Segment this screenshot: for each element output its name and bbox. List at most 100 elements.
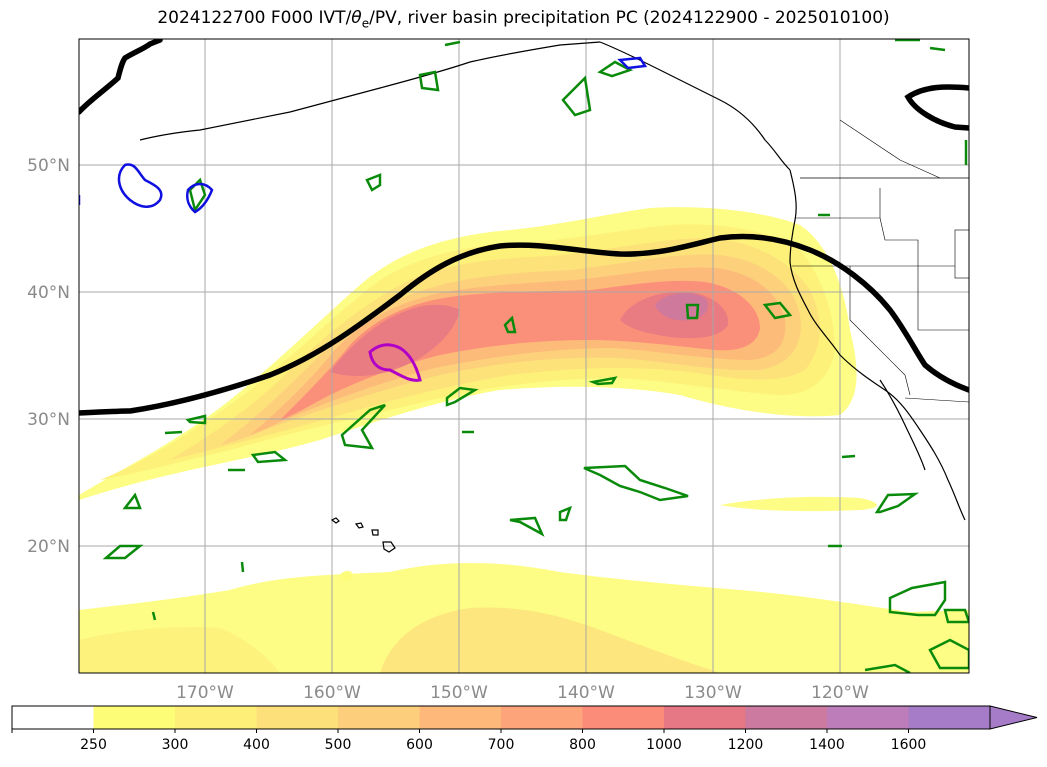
thick-contour-nw [79,39,163,115]
pv-green-21 [943,608,969,624]
colorbar-segment [419,706,502,729]
colorbar-tick-label: 700 [488,737,515,753]
pv-blue-1 [117,163,163,208]
pv-contours-green [102,39,969,673]
lon-label-150w: 150°W [430,683,488,703]
pv-blue-3 [617,56,648,70]
coast-hawaii-1 [330,517,340,524]
border-bc-ab [839,119,941,179]
coastlines [139,41,969,553]
ivt-patch-hawaii [340,570,353,581]
pv-green-14 [583,464,689,502]
pv-magenta-1 [368,343,422,382]
pv-green-13 [250,450,289,464]
pv-green-11 [588,376,618,386]
pv-contours-blue [79,56,648,214]
pv-green-29 [240,561,245,573]
lat-label-20: 20°N [27,537,70,557]
title-theta: θ [351,8,362,28]
ivt-patch-east [720,496,877,512]
graticule [79,39,969,673]
thick-contour-ne [904,84,969,131]
colorbar-segment [338,706,420,729]
coast-bc-wa-or-ca [789,169,966,521]
colorbar-segment [175,706,257,729]
pv-green-12 [185,414,207,425]
pv-green-17 [874,492,920,514]
colorbar-tick-label: 600 [406,737,433,753]
thick-contour-main [79,233,969,416]
colorbar-tick-label: 800 [569,737,596,753]
lon-label-140w: 140°W [557,683,615,703]
colorbar-segment [908,706,991,729]
ivt-plume-l8 [655,293,708,321]
pv-green-19 [122,492,142,510]
colorbar-segment [501,706,583,729]
pv-green-26 [841,454,856,459]
border-or-id [879,217,969,331]
lat-label-30: 30°N [27,410,70,430]
colorbar-segment [12,706,94,729]
border-us-mex [904,397,969,403]
colorbar-tick-label: 1000 [646,737,682,753]
colorbar-segment [745,706,828,729]
lat-labels: 50°N 40°N 30°N 20°N [27,156,70,557]
lon-label-120w: 120°W [811,683,869,703]
colorbar-tick-label: 400 [243,737,270,753]
thick-contours [79,39,969,416]
title-suffix: /PV, river basin precipitation PC (20241… [369,8,890,28]
colorbar-segment [582,706,665,729]
pv-green-34 [444,40,461,47]
pv-green-30 [929,46,946,52]
ivt-plume-l7 [330,304,460,377]
colorbar-segment [256,706,339,729]
pv-green-6 [340,403,386,450]
pv-green-16 [558,505,573,522]
pv-green-15 [509,516,545,537]
ivt-band-south-inner [380,607,720,673]
coast-aleutians [139,41,601,141]
title-theta-sub: e [361,16,370,31]
colorbar-segment [664,706,746,729]
pv-contours-magenta [368,343,422,382]
colorbar-tick-label: 1200 [728,737,764,753]
colorbar: 250 300 400 500 600 700 800 1000 1200 1400 1600 [11,705,1038,753]
pv-green-4 [365,173,382,192]
map-frame [78,38,970,674]
colorbar-segment [827,706,909,729]
pv-green-3 [597,60,634,78]
pv-green-18 [102,544,144,560]
pv-green-28 [151,611,157,621]
pv-green-7 [503,315,517,334]
coast-hawaii-3 [371,529,379,536]
map-title: 2024122700 F000 IVT/θe/PV, river basin p… [0,8,1047,30]
map-panel [79,39,969,673]
pv-green-1 [418,70,440,92]
colorbar-tick-label: 1400 [809,737,845,753]
pv-green-8 [685,303,700,320]
colorbar-segment [93,706,176,729]
colorbar-tick-label: 250 [80,737,107,753]
lon-labels: 170°W 160°W 150°W 140°W 130°W 120°W [176,683,869,703]
colorbar-tick-label: 1600 [891,737,927,753]
lat-label-40: 40°N [27,283,70,303]
lat-label-50: 50°N [27,156,70,176]
title-prefix: 2024122700 F000 IVT/ [157,8,352,28]
lon-label-170w: 170°W [176,683,234,703]
coast-hawaii-2 [354,522,364,529]
ivt-band-south-west [79,627,280,673]
colorbar-extend-triangle [989,705,1038,730]
pv-green-2 [561,75,592,117]
pv-green-20 [888,580,947,617]
pv-blue-2 [186,182,214,214]
pv-green-25 [164,430,183,435]
colorbar-tick-label: 500 [325,737,352,753]
pv-green-22 [928,638,969,670]
coast-hawaii-4 [382,541,396,553]
border-box-east [954,229,969,279]
ivt-shading [79,207,969,673]
border-ca-nv [849,266,911,396]
colorbar-tick-label: 300 [162,737,189,753]
lon-label-160w: 160°W [303,683,361,703]
